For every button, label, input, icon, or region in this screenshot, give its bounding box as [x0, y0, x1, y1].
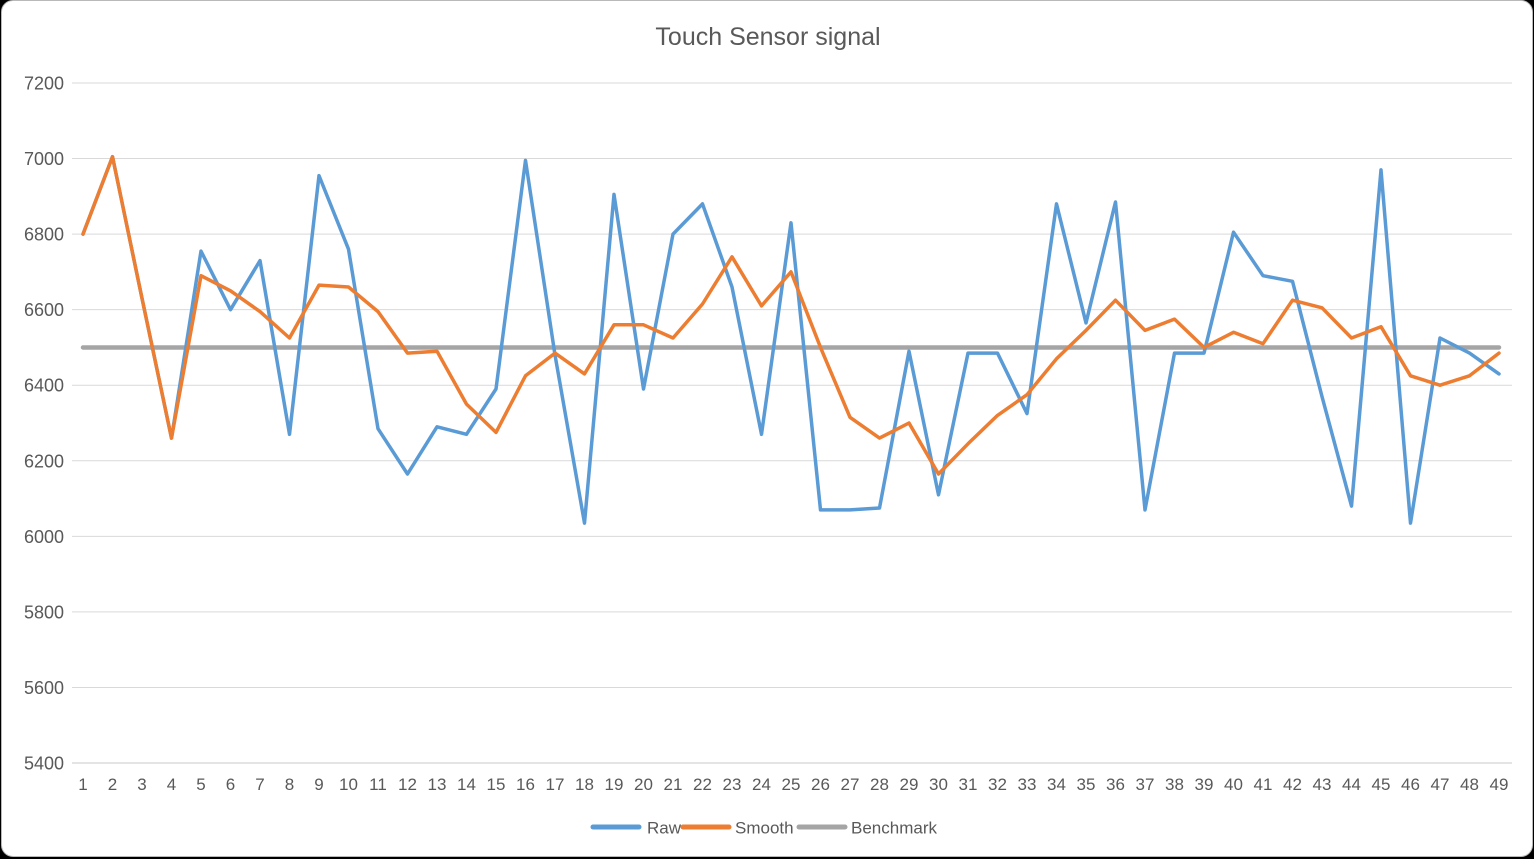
- legend-label-benchmark: Benchmark: [851, 819, 937, 838]
- x-axis-tick-label: 46: [1401, 775, 1420, 794]
- y-axis-tick-label: 5800: [24, 602, 64, 622]
- x-axis-tick-label: 23: [723, 775, 742, 794]
- x-axis-tick-label: 29: [900, 775, 919, 794]
- x-axis-tick-label: 2: [108, 775, 117, 794]
- x-axis-tick-label: 30: [929, 775, 948, 794]
- x-axis-tick-label: 10: [339, 775, 358, 794]
- x-axis-tick-label: 24: [752, 775, 771, 794]
- x-axis-tick-label: 38: [1165, 775, 1184, 794]
- y-axis-tick-label: 6000: [24, 527, 64, 547]
- smooth-series-line: [81, 154, 1501, 476]
- x-axis-tick-label: 25: [782, 775, 801, 794]
- x-axis-tick-label: 44: [1342, 775, 1361, 794]
- x-axis-tick-label: 34: [1047, 775, 1066, 794]
- x-axis-tick-label: 14: [457, 775, 476, 794]
- y-axis-tick-label: 7200: [24, 74, 64, 94]
- x-axis-tick-label: 21: [664, 775, 683, 794]
- x-axis-tick-label: 45: [1372, 775, 1391, 794]
- x-axis-tick-label: 18: [575, 775, 594, 794]
- x-axis-tick-label: 19: [605, 775, 624, 794]
- x-axis-tick-label: 11: [369, 775, 387, 794]
- x-axis-tick-label: 28: [870, 775, 889, 794]
- legend-item-benchmark[interactable]: Benchmark: [796, 819, 937, 838]
- x-axis-tick-label: 26: [811, 775, 830, 794]
- x-axis-tick-label: 48: [1460, 775, 1479, 794]
- x-axis-tick-label: 5: [196, 775, 205, 794]
- y-axis-tick-label: 6800: [24, 225, 64, 245]
- raw-series-line: [81, 154, 1501, 525]
- x-axis-tick-label: 15: [487, 775, 506, 794]
- x-axis-tick-label: 16: [516, 775, 535, 794]
- y-axis-tick-label: 6400: [24, 376, 64, 396]
- x-axis-tick-label: 8: [285, 775, 294, 794]
- axis-labels: 7200 7000 6800 6600 6400 6200 6000 5800 5600 5400…: [24, 74, 1509, 795]
- x-axis-tick-label: 41: [1254, 775, 1273, 794]
- series-lines: [80, 154, 1502, 525]
- x-axis-tick-label: 47: [1431, 775, 1450, 794]
- legend: Raw Smooth Benchmark: [590, 819, 937, 838]
- x-axis-tick-label: 32: [988, 775, 1007, 794]
- x-axis-tick-label: 9: [314, 775, 323, 794]
- x-axis-tick-label: 39: [1195, 775, 1214, 794]
- y-axis-tick-label: 5400: [24, 754, 64, 774]
- x-axis-tick-label: 22: [693, 775, 712, 794]
- legend-label-raw: Raw: [647, 819, 682, 838]
- y-axis-tick-label: 6200: [24, 451, 64, 471]
- x-axis-tick-label: 17: [546, 775, 565, 794]
- x-axis-tick-label: 33: [1018, 775, 1037, 794]
- x-axis-tick-label: 1: [78, 775, 87, 794]
- x-axis-tick-label: 31: [959, 775, 978, 794]
- x-axis-tick-label: 37: [1136, 775, 1155, 794]
- x-axis-tick-label: 3: [137, 775, 146, 794]
- x-axis-tick-label: 36: [1106, 775, 1125, 794]
- x-axis-tick-label: 49: [1490, 775, 1509, 794]
- legend-item-raw[interactable]: Raw: [590, 819, 682, 838]
- y-axis-tick-label: 6600: [24, 300, 64, 320]
- x-axis-tick-label: 40: [1224, 775, 1243, 794]
- x-axis-tick-label: 43: [1313, 775, 1332, 794]
- x-axis-tick-label: 6: [226, 775, 235, 794]
- y-axis-tick-label: 7000: [24, 149, 64, 169]
- x-axis-tick-label: 7: [255, 775, 264, 794]
- chart-title: Touch Sensor signal: [655, 23, 880, 51]
- x-axis-tick-label: 42: [1283, 775, 1302, 794]
- x-axis-tick-label: 20: [634, 775, 653, 794]
- x-axis-tick-label: 4: [167, 775, 176, 794]
- x-axis-tick-label: 12: [398, 775, 417, 794]
- x-axis-tick-label: 35: [1077, 775, 1096, 794]
- x-axis-tick-label: 13: [428, 775, 447, 794]
- legend-item-smooth[interactable]: Smooth: [680, 819, 794, 838]
- x-axis-tick-label: 27: [841, 775, 860, 794]
- y-axis-tick-label: 5600: [24, 678, 64, 698]
- legend-label-smooth: Smooth: [735, 819, 794, 838]
